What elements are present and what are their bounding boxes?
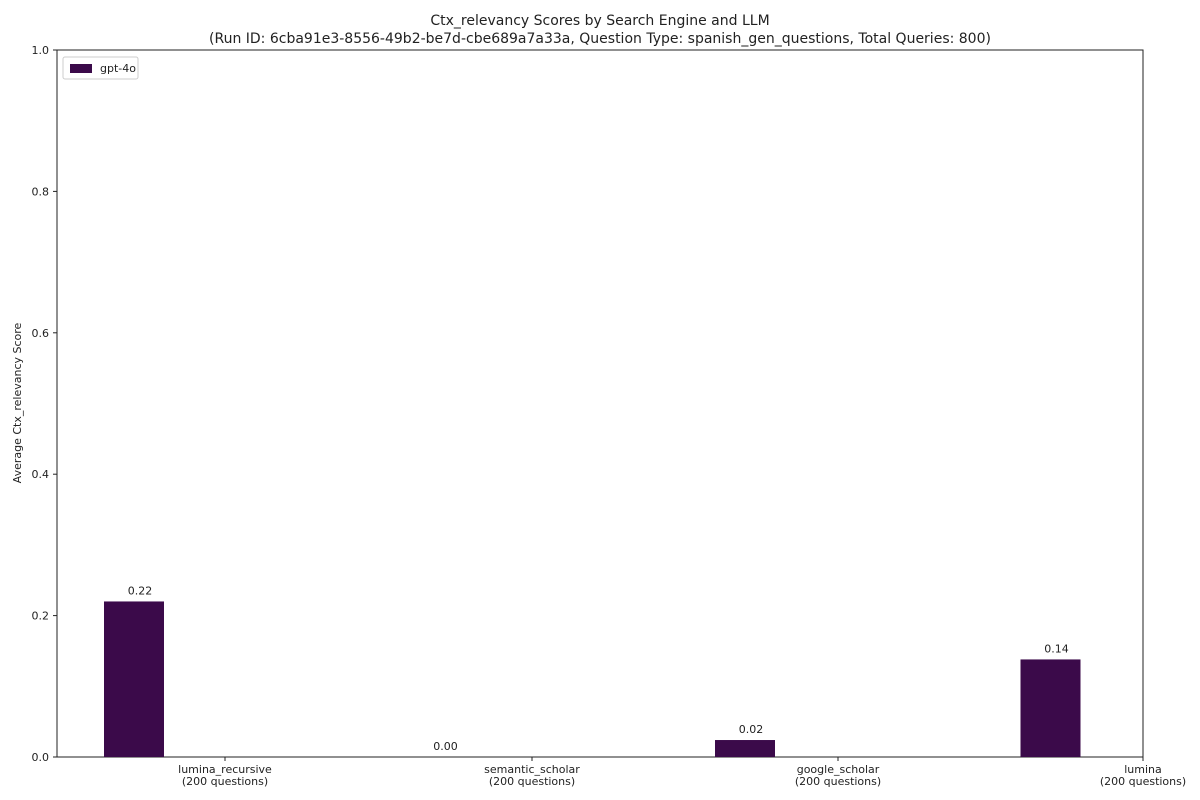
x-tick-count: (200 questions) — [1100, 775, 1186, 788]
y-tick-label: 1.0 — [32, 44, 50, 57]
bar-value-label: 0.22 — [128, 584, 153, 597]
x-tick-label: lumina_recursive — [178, 763, 272, 776]
x-tick-label: google_scholar — [797, 763, 880, 776]
x-tick-count: (200 questions) — [795, 775, 881, 788]
chart-title: Ctx_relevancy Scores by Search Engine an… — [430, 13, 769, 29]
legend-box — [62, 56, 139, 80]
x-tick-label: lumina — [1124, 763, 1162, 776]
bar — [104, 601, 164, 757]
bar-value-label: 0.02 — [739, 723, 764, 736]
y-tick-label: 0.6 — [32, 327, 50, 340]
legend-swatch — [70, 64, 92, 73]
plot-frame — [56, 49, 1144, 758]
y-tick-label: 0.4 — [32, 468, 50, 481]
y-tick-label: 0.2 — [32, 610, 50, 623]
bar — [715, 740, 775, 757]
x-tick-label: semantic_scholar — [484, 763, 580, 776]
y-tick-label: 0.0 — [32, 751, 50, 764]
chart-subtitle: (Run ID: 6cba91e3-8556-49b2-be7d-cbe689a… — [209, 31, 991, 47]
legend-label: gpt-4o — [100, 62, 136, 75]
bar-value-label: 0.00 — [433, 740, 458, 753]
x-tick-count: (200 questions) — [182, 775, 268, 788]
y-axis-label: Average Ctx_relevancy Score — [11, 322, 24, 483]
bar — [1020, 659, 1081, 757]
x-tick-count: (200 questions) — [489, 775, 575, 788]
y-tick-label: 0.8 — [32, 185, 50, 198]
bar-value-label: 0.14 — [1044, 642, 1069, 655]
